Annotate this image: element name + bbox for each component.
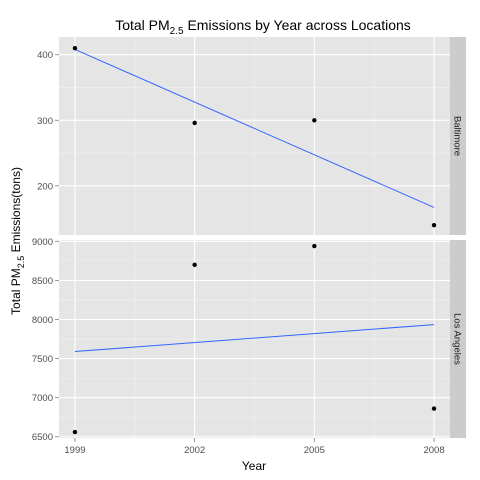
y-tick-label: 9000 <box>32 237 53 248</box>
x-axis: 1999 2002 2005 2008 <box>64 438 445 456</box>
panel-baltimore: 200 300 400 Baltimore <box>37 37 466 235</box>
y-tick-label: 400 <box>37 50 53 61</box>
y-tick-label: 8000 <box>32 315 53 326</box>
data-point <box>431 222 437 228</box>
data-point <box>431 406 437 411</box>
chart-title: Total PM2.5 Emissions by Year across Loc… <box>115 17 411 37</box>
panel-los-angeles: 6500 7000 7500 8000 8500 9000 Los Angeles <box>32 237 466 443</box>
data-point <box>72 45 78 51</box>
y-tick-label: 7000 <box>32 393 53 404</box>
x-tick-label: 2002 <box>184 445 205 456</box>
data-point <box>72 429 78 435</box>
y-tick-label: 200 <box>37 181 53 192</box>
y-axis-title: Total PM2.5 Emissions(tons) <box>9 167 26 315</box>
x-tick-label: 2005 <box>304 445 325 456</box>
data-point <box>192 262 197 267</box>
strip-label: Baltimore <box>452 116 463 156</box>
y-tick-label: 6500 <box>32 432 53 443</box>
data-point <box>312 118 317 123</box>
x-tick-label: 1999 <box>64 445 85 456</box>
y-tick-label: 7500 <box>32 354 53 365</box>
x-axis-title: Year <box>242 459 266 473</box>
y-tick-label: 300 <box>37 116 53 127</box>
strip-background <box>450 240 466 438</box>
x-tick-label: 2008 <box>423 445 444 456</box>
facet-panels: 200 300 400 Baltimore 6500 7000 7500 8000 8500 90… <box>32 37 466 443</box>
y-tick-label: 8500 <box>32 276 53 287</box>
data-point <box>312 243 317 249</box>
strip-background <box>450 37 466 235</box>
trend-line <box>74 324 435 353</box>
trend-line <box>74 48 435 208</box>
strip-label: Los Angeles <box>452 313 463 365</box>
data-point <box>192 120 197 126</box>
